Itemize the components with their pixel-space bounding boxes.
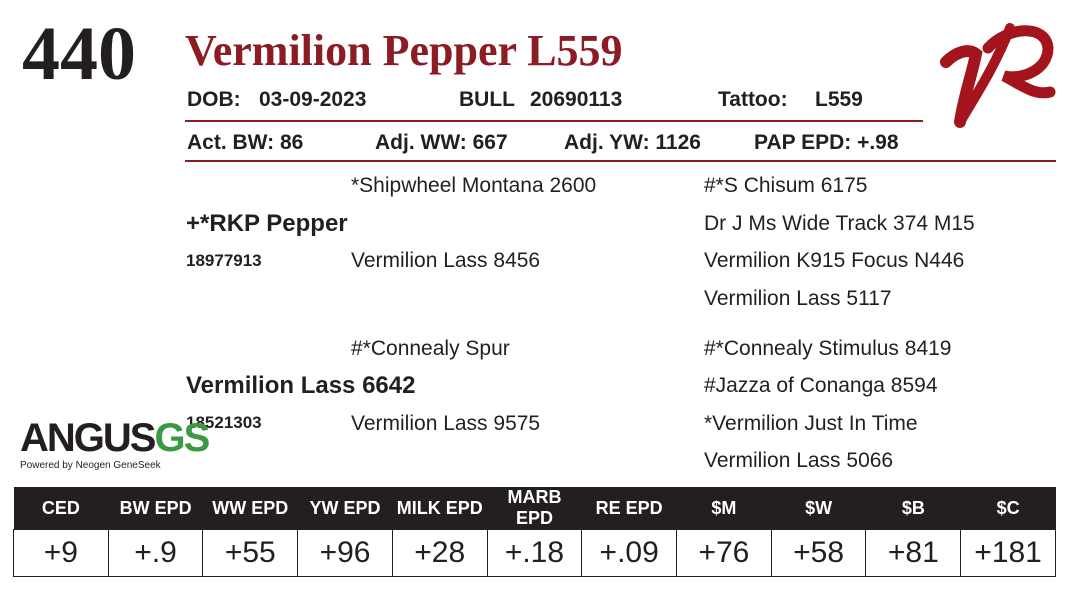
epd-header-c: $C <box>960 487 1056 530</box>
dam-name: Vermilion Lass 6642 <box>186 372 416 399</box>
epd-header-ww: WW EPD <box>202 487 298 530</box>
epd-value-yw: +96 <box>297 529 393 577</box>
epd-header-bw: BW EPD <box>108 487 203 530</box>
animal-name: Vermilion Pepper L559 <box>185 26 623 75</box>
epd-value-ced: +9 <box>13 529 109 577</box>
epd-value-m: +76 <box>676 529 772 577</box>
actual-birth-weight: Act. BW: 86 <box>187 131 304 154</box>
sire-sire-sire: #*S Chisum 6175 <box>704 174 868 197</box>
epd-value-row: +9 +.9 +55 +96 +28 +.18 +.09 +76 +58 +81… <box>13 529 1056 577</box>
epd-header-yw: YW EPD <box>297 487 393 530</box>
sex-label: BULL <box>459 88 515 111</box>
divider-line <box>185 160 1056 162</box>
sire-name: +*RKP Pepper <box>186 210 348 237</box>
epd-value-b: +81 <box>865 529 962 577</box>
dam-sire-sire: #*Connealy Stimulus 8419 <box>704 337 952 360</box>
epd-value-milk: +28 <box>391 529 488 577</box>
epd-header-m: $M <box>676 487 772 530</box>
epd-header-ced: CED <box>13 487 109 530</box>
epd-header-re: RE EPD <box>581 487 677 530</box>
tattoo-label: Tattoo: <box>718 88 788 111</box>
adjusted-weaning-weight: Adj. WW: 667 <box>375 131 508 154</box>
sire-dam-dam: Vermilion Lass 5117 <box>704 287 892 310</box>
epd-header-marb: MARB EPD <box>487 487 582 530</box>
angus-gs-logo: ANGUSGS Powered by Neogen GeneSeek <box>20 416 210 472</box>
dam-registration: 18521303 <box>186 413 262 432</box>
epd-value-w: +58 <box>770 529 867 577</box>
dob-label: DOB: <box>187 88 241 111</box>
dam-sire-dam: #Jazza of Conanga 8594 <box>704 374 938 397</box>
dam-dam-dam: Vermilion Lass 5066 <box>704 449 894 472</box>
epd-header-milk: MILK EPD <box>392 487 488 530</box>
dam-dam: Vermilion Lass 9575 <box>351 412 541 435</box>
epd-value-ww: +55 <box>202 529 299 577</box>
angus-logo-tagline: Powered by Neogen GeneSeek <box>20 460 161 471</box>
sire-sire-dam: Dr J Ms Wide Track 374 M15 <box>704 212 975 235</box>
angus-logo-word: ANGUS <box>20 416 156 460</box>
epd-header-b: $B <box>865 487 961 530</box>
divider-line <box>185 120 923 122</box>
sire-sire: *Shipwheel Montana 2600 <box>351 174 597 197</box>
epd-header-w: $W <box>771 487 866 530</box>
sire-dam: Vermilion Lass 8456 <box>351 249 541 272</box>
vr-brand-logo <box>940 23 1056 128</box>
dob-value: 03-09-2023 <box>259 88 367 111</box>
epd-value-bw: +.9 <box>107 529 204 577</box>
epd-value-c: +181 <box>960 529 1056 577</box>
angus-logo-suffix: GS <box>154 416 210 460</box>
sire-registration: 18977913 <box>186 251 262 270</box>
epd-value-marb: +.18 <box>486 529 583 577</box>
epd-table: CED BW EPD WW EPD YW EPD MILK EPD MARB E… <box>13 487 1056 577</box>
sire-dam-sire: Vermilion K915 Focus N446 <box>704 249 965 272</box>
tattoo-value: L559 <box>815 88 863 111</box>
lot-number: 440 <box>22 12 136 96</box>
dam-dam-sire: *Vermilion Just In Time <box>704 412 918 435</box>
registration-number: 20690113 <box>530 88 623 111</box>
epd-header-row: CED BW EPD WW EPD YW EPD MILK EPD MARB E… <box>13 487 1056 530</box>
pap-epd: PAP EPD: +.98 <box>754 131 899 154</box>
epd-value-re: +.09 <box>581 529 678 577</box>
dam-sire: #*Connealy Spur <box>351 337 510 360</box>
adjusted-yearling-weight: Adj. YW: 1126 <box>564 131 701 154</box>
